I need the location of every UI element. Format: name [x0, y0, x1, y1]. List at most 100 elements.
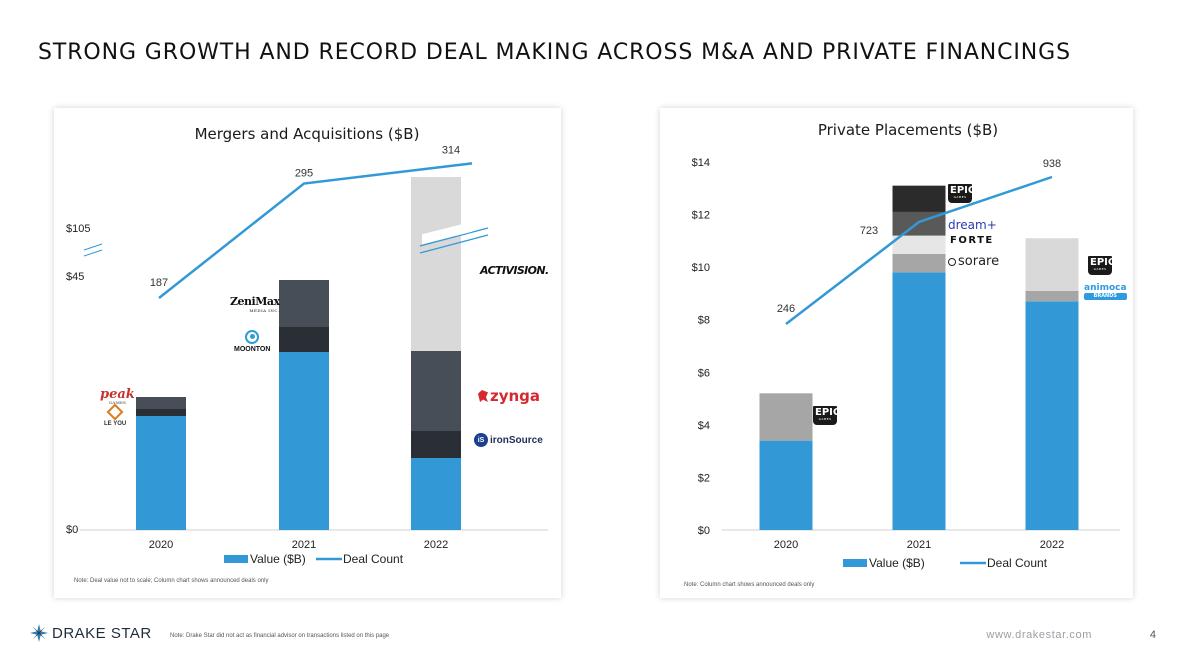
sorare-logo: sorare [948, 254, 999, 269]
pp-bar-2022-deal-4 [1025, 238, 1079, 291]
drake-star-logo: DRAKE STAR [30, 624, 152, 642]
epic-logo-sub: GAMES [818, 417, 832, 421]
dream-logo: dream+ [948, 218, 997, 232]
ma-y-tick-label: $45 [66, 271, 84, 283]
epic-games-logo-2020: EPIC GAMES [813, 406, 841, 425]
moonton-logo: MOONTON [234, 330, 270, 353]
pp-deal-count-label: 938 [1043, 158, 1061, 170]
peak-logo-sub: GAMES [108, 400, 126, 405]
zynga-logo: zynga [478, 387, 540, 405]
ma-note: Note: Deal value not to scale; Column ch… [74, 578, 269, 584]
pp-y-tick-label: $10 [692, 262, 710, 274]
ma-bar-2022-deal-2 [411, 431, 461, 458]
ma-chart-panel: Mergers and Acquisitions ($B) $0 $45 $105 20… [54, 108, 561, 598]
drake-star-logo-text: DRAKE STAR [52, 624, 152, 642]
epic-logo-text: EPIC [950, 185, 976, 196]
pp-legend-line-label: Deal Count [987, 556, 1048, 570]
ma-chart: Mergers and Acquisitions ($B) $0 $45 $105 20… [66, 125, 548, 566]
pp-bar-2021-deal-4 [892, 185, 946, 212]
epic-games-logo-2021: EPIC GAMES [948, 184, 976, 203]
zenimax-logo-sub: MEDIA INC. [249, 308, 280, 313]
epic-games-logo-2022: EPIC GAMES [1088, 256, 1116, 275]
ma-bar-2021-deal-2 [279, 327, 329, 352]
ma-deal-count-label: 314 [442, 144, 460, 156]
leyou-diamond-icon [106, 403, 124, 421]
pp-x-tick-label: 2021 [907, 539, 931, 551]
pp-x-tick-label: 2020 [774, 539, 798, 551]
zenimax-logo: ZeniMax MEDIA INC. [230, 295, 280, 313]
pp-y-tick-label: $0 [698, 525, 710, 537]
sorare-logo-text: sorare [958, 254, 1000, 269]
pp-legend-value-swatch [843, 559, 867, 567]
ma-bar-break-mark [419, 234, 489, 254]
ma-bar-2022-value-b- [411, 458, 461, 530]
peak-logo: peak GAMES [100, 388, 135, 405]
ma-legend-value-label: Value ($B) [250, 552, 306, 566]
ma-chart-title: Mergers and Acquisitions ($B) [195, 125, 420, 143]
pp-chart-panel: Private Placements ($B) $0 $2 $4 $6 $8 $10 $12 $… [660, 108, 1133, 598]
ma-bar-2021-value-b- [279, 352, 329, 530]
footer-note: Note: Drake Star did not act as financia… [170, 633, 390, 639]
animoca-logo-text: animoca [1084, 283, 1127, 293]
ma-bar-2020-value-b- [136, 416, 186, 530]
pp-deal-count-line [785, 175, 1053, 325]
zynga-dog-icon [478, 390, 488, 402]
footer-url[interactable]: www.drakestar.com [986, 629, 1092, 641]
forte-logo: FORTE [950, 235, 994, 246]
page-title: STRONG GROWTH AND RECORD DEAL MAKING ACR… [38, 40, 1071, 65]
ma-y-tick-label: $0 [66, 524, 78, 536]
ma-x-tick-label: 2022 [424, 539, 448, 551]
ma-legend-value-swatch [224, 555, 248, 563]
ma-axis-break-mark [83, 249, 103, 257]
ma-y-tick-label: $105 [66, 223, 90, 235]
page-number: 4 [1149, 629, 1156, 641]
ma-bar-2020-deal-1 [136, 397, 186, 409]
ma-bar-2021-deal-1 [279, 280, 329, 327]
ironsource-logo: iS ironSource [474, 433, 543, 447]
pp-y-tick-label: $14 [692, 157, 710, 169]
ma-axis-break-mark [83, 243, 103, 251]
moonton-logo-text: MOONTON [234, 346, 271, 353]
pp-bar-2022-deal-1 [1025, 290, 1079, 302]
ma-legend-line-label: Deal Count [343, 552, 404, 566]
epic-logo-sub: GAMES [1093, 267, 1107, 271]
pp-y-tick-label: $2 [698, 472, 710, 484]
pp-note: Note: Column chart shows announced deals… [684, 582, 815, 588]
pp-legend-value-label: Value ($B) [869, 556, 925, 570]
ma-bar-2020-deal-2 [136, 409, 186, 416]
pp-y-tick-label: $6 [698, 367, 710, 379]
ma-x-tick-label: 2021 [292, 539, 316, 551]
ma-deal-count-label: 187 [150, 277, 168, 289]
ma-x-tick-label: 2020 [149, 539, 173, 551]
ma-deal-count-line [158, 162, 473, 299]
leyou-logo: LE YOU [104, 403, 127, 427]
ma-bar-break-mark [419, 227, 489, 247]
sorare-circle-icon [948, 257, 956, 266]
ironsource-logo-text: ironSource [490, 434, 543, 446]
ma-bar-break-gap [422, 221, 472, 245]
zynga-logo-text: zynga [490, 387, 541, 405]
pp-y-tick-label: $8 [698, 315, 710, 327]
animoca-logo: animoca BRANDS [1084, 284, 1127, 300]
pp-bar-2021-deal-1 [892, 254, 946, 273]
pp-chart: Private Placements ($B) $0 $2 $4 $6 $8 $10 $12 $… [692, 121, 1120, 570]
pp-bar-2020-deal-1 [759, 393, 813, 441]
ma-bar-2022-deal-0 [411, 177, 461, 351]
epic-logo-text: EPIC [815, 407, 841, 418]
pp-bar-2021-value-b- [892, 272, 946, 530]
epic-logo-text: EPIC [1090, 257, 1116, 268]
star-icon [30, 624, 48, 642]
pp-chart-title: Private Placements ($B) [818, 121, 998, 139]
pp-deal-count-label: 723 [860, 225, 878, 237]
activision-logo: ACTIVISION. [480, 264, 549, 277]
pp-deal-count-label: 246 [777, 303, 795, 315]
pp-bar-2021-deal-2 [892, 235, 946, 254]
moonton-moon-icon [245, 330, 260, 344]
pp-bar-2022-value-b- [1025, 301, 1079, 530]
ironsource-badge-icon: iS [474, 433, 488, 447]
peak-logo-text: peak [100, 387, 135, 402]
animoca-logo-sub: BRANDS [1084, 293, 1127, 300]
pp-y-tick-label: $12 [692, 210, 710, 222]
pp-bar-2020-value-b- [759, 440, 813, 530]
leyou-logo-text: LE YOU [104, 421, 127, 427]
